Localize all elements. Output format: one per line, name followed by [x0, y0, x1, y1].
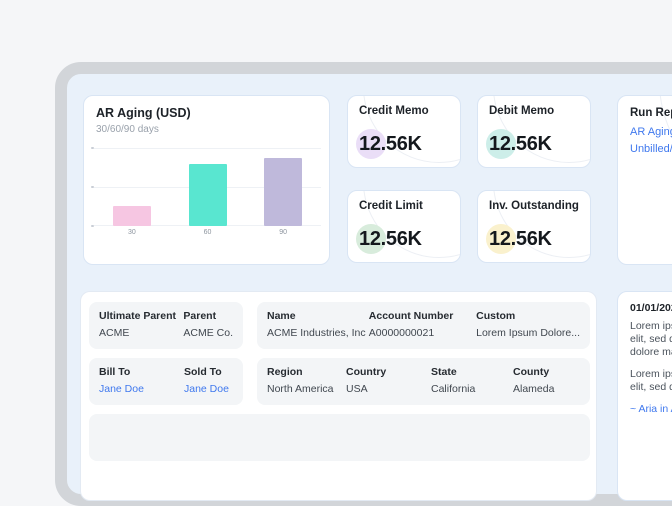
value-accent-circle — [356, 129, 386, 159]
decorative-arcs — [618, 96, 672, 264]
field-label: Ultimate Parent — [99, 310, 177, 322]
debit-memo-value: 12.56K — [489, 133, 552, 155]
bar-slot — [170, 148, 246, 226]
details-row — [89, 414, 590, 461]
field: Bill To Jane Doe — [99, 366, 184, 397]
credit-memo-card: Credit Memo 12.56K — [347, 95, 461, 168]
credit-memo-value: 12.56K — [359, 133, 422, 155]
report-link-ar-aging[interactable]: AR Aging — [630, 126, 672, 138]
field-group-box: Ultimate Parent ACME Parent ACME Co. — [89, 302, 243, 349]
field: Name ACME Industries, Inc — [267, 310, 369, 341]
value-accent-circle — [356, 224, 386, 254]
bar-60 — [188, 164, 227, 226]
field-value: Lorem Ipsum Dolore... — [476, 327, 580, 339]
y-axis-tick — [91, 147, 94, 149]
field-group-box: Bill To Jane Doe Sold To Jane Doe — [89, 358, 243, 405]
field-label: Sold To — [184, 366, 222, 378]
field-value: USA — [346, 383, 368, 395]
x-tick-label: 30 — [127, 229, 136, 236]
inv-outstanding-card: Inv. Outstanding 12.56K — [477, 190, 591, 263]
value-accent-circle — [486, 224, 516, 254]
x-tick-label: 90 — [279, 229, 288, 236]
field-value: ACME — [99, 327, 130, 339]
note-line: dolore magna aliqua. — [630, 346, 672, 358]
details-row: Ultimate Parent ACME Parent ACME Co. Name ACM… — [89, 302, 590, 349]
field-label: County — [513, 366, 550, 378]
field: County Alameda — [513, 366, 554, 397]
credit-limit-value: 12.56K — [359, 228, 422, 250]
field-label: Country — [346, 366, 387, 378]
field-value[interactable]: Jane Doe — [184, 383, 229, 395]
field: Custom Lorem Ipsum Dolore... — [476, 310, 580, 341]
field-group-box: Region North America Country USA State Califo… — [257, 358, 590, 405]
ar-aging-title: AR Aging (USD) — [96, 106, 191, 120]
value-accent-circle — [486, 129, 516, 159]
field-value: North America — [267, 383, 334, 395]
note-line: elit, sed do eiusmod tempor incididunt u… — [630, 333, 672, 345]
field: State California — [431, 366, 513, 397]
field: Country USA — [346, 366, 431, 397]
ar-aging-bar-chart — [91, 147, 321, 227]
note-paragraph: Lorem ipsum dolor sit amet, consectetur … — [630, 368, 672, 394]
gridline — [94, 148, 321, 149]
account-details-card: Ultimate Parent ACME Parent ACME Co. Name ACM… — [80, 291, 597, 501]
details-row: Bill To Jane Doe Sold To Jane Doe Region Nort… — [89, 358, 590, 405]
field-group-box: Name ACME Industries, Inc Account Number A0… — [257, 302, 590, 349]
run-reports-card: Run Reports AR Aging Unbilled/Billed — [617, 95, 672, 265]
field: Parent ACME Co. — [183, 310, 233, 341]
field-value: California — [431, 383, 476, 395]
note-line: Lorem ipsum dolor sit amet, consectetur … — [630, 320, 672, 332]
field: Sold To Jane Doe — [184, 366, 229, 397]
report-link-unbilled-billed[interactable]: Unbilled/Billed — [630, 143, 672, 155]
y-axis-tick — [91, 186, 94, 188]
note-line: elit, sed do eiusmod tempor — [630, 381, 672, 393]
field-value[interactable]: Jane Doe — [99, 383, 144, 395]
field-value: ACME Industries, Inc — [267, 327, 366, 339]
credit-limit-title: Credit Limit — [359, 200, 423, 212]
dashboard-page: { "theme": { "page_bg": "#f5f6f8", "fram… — [55, 62, 672, 506]
details-field-grid: Ultimate Parent ACME Parent ACME Co. Name ACM… — [81, 292, 596, 471]
field-value: ACME Co. — [183, 327, 233, 339]
notes-card: 01/01/2024 Lorem ipsum dolor sit amet, c… — [617, 291, 672, 501]
note-date: 01/01/2024 — [630, 302, 672, 314]
inv-outstanding-value: 12.56K — [489, 228, 552, 250]
note-paragraph: Lorem ipsum dolor sit amet, consectetur … — [630, 320, 672, 359]
field-group-box — [89, 414, 590, 461]
field-label: Region — [267, 366, 303, 378]
inv-outstanding-title: Inv. Outstanding — [489, 200, 579, 212]
field-label: Account Number — [368, 310, 454, 322]
field-value: A0000000021 — [368, 327, 435, 339]
field: Region North America — [267, 366, 346, 397]
field-label: Custom — [476, 310, 516, 322]
field: Account Number A0000000021 — [369, 310, 476, 341]
field-value: Alameda — [513, 383, 555, 395]
credit-limit-card: Credit Limit 12.56K — [347, 190, 461, 263]
ar-aging-subtitle: 30/60/90 days — [96, 124, 159, 135]
bar-slot — [94, 148, 170, 226]
note-paragraphs: Lorem ipsum dolor sit amet, consectetur … — [630, 320, 672, 394]
x-tick-label: 60 — [203, 229, 212, 236]
x-axis-labels: 30 60 90 — [94, 229, 321, 236]
bar-slot — [245, 148, 321, 226]
note-author-link[interactable]: ~ Aria in AR Aging — [630, 403, 672, 415]
credit-memo-title: Credit Memo — [359, 105, 429, 117]
field-label: State — [431, 366, 457, 378]
y-axis-tick — [91, 225, 94, 227]
field-label: Parent — [183, 310, 217, 322]
bar-series — [94, 148, 321, 226]
field-label: Name — [267, 310, 296, 322]
bar-30 — [112, 205, 151, 226]
run-reports-title: Run Reports — [630, 107, 672, 119]
note-line: Lorem ipsum dolor sit amet, consectetur … — [630, 368, 672, 380]
ar-aging-card: AR Aging (USD) 30/60/90 days 30 60 90 — [83, 95, 330, 265]
debit-memo-card: Debit Memo 12.56K — [477, 95, 591, 168]
bar-90 — [264, 158, 303, 226]
debit-memo-title: Debit Memo — [489, 105, 555, 117]
field: Ultimate Parent ACME — [99, 310, 183, 341]
notes-content: 01/01/2024 Lorem ipsum dolor sit amet, c… — [618, 292, 672, 425]
field-label: Bill To — [99, 366, 131, 378]
